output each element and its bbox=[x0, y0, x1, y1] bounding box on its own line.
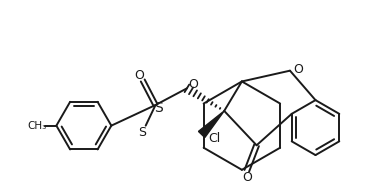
Text: Cl: Cl bbox=[208, 132, 221, 145]
Text: S: S bbox=[154, 101, 163, 115]
Text: CH₃: CH₃ bbox=[27, 121, 46, 131]
Text: O: O bbox=[134, 69, 144, 82]
Polygon shape bbox=[199, 111, 224, 137]
Text: O: O bbox=[293, 63, 303, 76]
Text: S: S bbox=[138, 126, 146, 139]
Text: O: O bbox=[188, 78, 198, 91]
Text: O: O bbox=[242, 171, 252, 184]
